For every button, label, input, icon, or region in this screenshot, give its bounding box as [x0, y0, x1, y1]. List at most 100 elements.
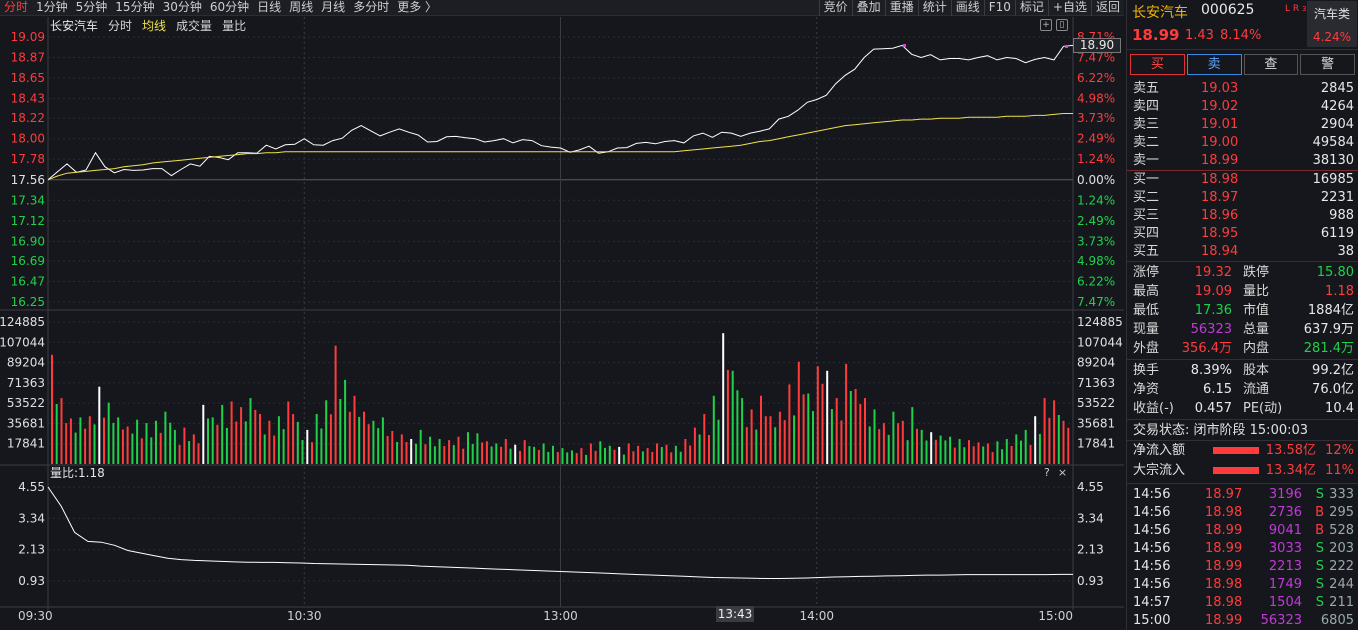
bid-row[interactable]: 买三 18.96 988: [1127, 207, 1358, 225]
tick-time: 14:56: [1133, 523, 1171, 538]
pct-tick-label: 4.98%: [1077, 254, 1115, 268]
layout-icon[interactable]: ▯: [1056, 19, 1068, 31]
period-tab[interactable]: 60分钟: [209, 0, 250, 14]
time-axis-label: 13:00: [543, 609, 578, 623]
tool-button[interactable]: 返回: [1090, 0, 1124, 16]
volume-bar: [608, 445, 611, 464]
alert-button[interactable]: 警: [1300, 54, 1355, 75]
volume-tick-label-right: 71363: [1077, 376, 1115, 390]
stat-value: 99.2亿: [1312, 363, 1354, 378]
period-tab[interactable]: 日线: [257, 0, 282, 14]
volume-tick-label-right: 107044: [1077, 335, 1123, 349]
bid-volume: 16985: [1312, 172, 1354, 187]
intraday-chart[interactable]: 19.09 8.71% 18.87 7.47% 18.65 6.22% 18.43 4.98%…: [0, 17, 1124, 630]
volume-bar: [878, 429, 881, 464]
volume-bar: [906, 440, 909, 464]
volume-label[interactable]: 成交量: [176, 19, 213, 33]
tick-direction: S: [1315, 595, 1324, 610]
query-button[interactable]: 查: [1243, 54, 1299, 75]
volume-bar: [1038, 433, 1041, 464]
tick-count: 6805: [1320, 613, 1354, 628]
volume-bar: [764, 416, 767, 464]
pct-tick-label: 3.73%: [1077, 234, 1115, 248]
period-tab[interactable]: 多分时: [353, 0, 390, 14]
volume-bar: [306, 429, 309, 464]
period-tab[interactable]: 30分钟: [162, 0, 202, 14]
stock-header: 长安汽车 000625 L R 300 18.99 1.43 8.14% 汽车类…: [1127, 0, 1358, 50]
period-tab[interactable]: 1分钟: [36, 0, 68, 14]
flow-bar: [1213, 467, 1259, 474]
sector-name: 汽车类: [1313, 7, 1350, 21]
ask-row[interactable]: 卖五 19.03 2845: [1127, 80, 1358, 98]
tool-button[interactable]: +自选: [1047, 0, 1091, 16]
help-icon[interactable]: ?: [1044, 466, 1050, 479]
ratio-label[interactable]: 量比: [222, 19, 247, 33]
tool-button[interactable]: F10: [983, 0, 1015, 16]
period-tab[interactable]: 15分钟: [115, 0, 155, 14]
period-tab[interactable]: 分时: [4, 0, 29, 14]
volume-bar: [1034, 416, 1037, 464]
tool-button[interactable]: 标记: [1014, 0, 1048, 16]
sector-button[interactable]: 汽车类 4.24%: [1307, 1, 1357, 47]
pct-tick-label: 1.24%: [1077, 152, 1115, 166]
volume-bar: [807, 393, 810, 464]
period-tab[interactable]: 月线: [321, 0, 346, 14]
stat-key: 收益(-): [1133, 401, 1174, 416]
stat-key: 流通: [1243, 382, 1270, 397]
period-tab[interactable]: 更多 〉: [397, 0, 438, 14]
stat-value: 56323: [1190, 322, 1232, 337]
ask-row[interactable]: 卖一 18.99 38130: [1127, 152, 1358, 170]
volume-bar: [958, 439, 961, 464]
bid-row[interactable]: 买一 18.98 16985: [1127, 171, 1358, 189]
ask-volume: 4264: [1320, 99, 1354, 114]
volume-bar: [244, 421, 247, 464]
sell-button[interactable]: 卖: [1186, 54, 1242, 75]
close-icon[interactable]: ×: [1057, 466, 1068, 479]
volume-tick-label-right: 89204: [1077, 356, 1115, 370]
period-tab[interactable]: 周线: [289, 0, 314, 14]
bid-row[interactable]: 买四 18.95 6119: [1127, 225, 1358, 243]
volume-bar: [835, 398, 838, 464]
add-indicator-icon[interactable]: +: [1040, 19, 1052, 31]
tool-button[interactable]: 重播: [884, 0, 918, 16]
volume-bar: [760, 395, 762, 464]
volume-bar: [717, 419, 720, 464]
volume-bar: [1067, 427, 1070, 464]
ask-row[interactable]: 卖二 19.00 49584: [1127, 134, 1358, 152]
tick-list[interactable]: 14:56 18.97 3196 S 333 14:56 18.98 2736 B 295 14:5…: [1127, 484, 1358, 630]
volume-bar: [665, 444, 668, 464]
stat-row: 净资 6.15 流通 76.0亿: [1127, 380, 1358, 399]
flow-row: 大宗流入 13.34亿 11%: [1127, 461, 1358, 481]
ask-row[interactable]: 卖三 19.01 2904: [1127, 116, 1358, 134]
volume-bar: [968, 440, 970, 464]
avg-line-label[interactable]: 均线: [142, 19, 167, 33]
volume-bar: [254, 409, 257, 464]
tool-button[interactable]: 叠加: [851, 0, 885, 16]
volume-bar: [575, 453, 578, 464]
chart-canvas[interactable]: 19.09 8.71%18.87 7.47%18.65 6.22%18.43 4.98%…: [0, 17, 1124, 630]
volume-bar: [155, 420, 157, 464]
tick-row: 14:57 18.98 1504 S 211: [1127, 594, 1358, 612]
ask-row[interactable]: 卖四 19.02 4264: [1127, 98, 1358, 116]
ask-label: 卖五: [1133, 81, 1160, 96]
buy-button[interactable]: 买: [1130, 54, 1185, 75]
tool-button[interactable]: 竞价: [818, 0, 852, 16]
volume-bar: [438, 439, 441, 464]
volume-bar: [873, 409, 876, 464]
tool-button[interactable]: 统计: [917, 0, 951, 16]
stat-row: 涨停 19.32 跌停 15.80: [1127, 263, 1358, 282]
volume-bar: [358, 416, 361, 464]
period-tab[interactable]: 5分钟: [75, 0, 108, 14]
tool-button[interactable]: 画线: [950, 0, 984, 16]
bid-row[interactable]: 买五 18.94 38: [1127, 243, 1358, 261]
ask-volume: 2904: [1320, 117, 1354, 132]
chart-mode-label[interactable]: 分时: [108, 19, 133, 33]
trade-status: 交易状态: 闭市阶段 15:00:03: [1127, 420, 1358, 441]
quote-panel: 长安汽车 000625 L R 300 18.99 1.43 8.14% 汽车类…: [1126, 0, 1358, 630]
bid-row[interactable]: 买二 18.97 2231: [1127, 189, 1358, 207]
volume-bar: [552, 445, 554, 464]
volume-bar: [656, 443, 658, 464]
tick-volume: 1504: [1268, 595, 1302, 610]
price-tick-label: 17.56: [11, 173, 45, 187]
tick-volume: 2736: [1268, 505, 1302, 520]
